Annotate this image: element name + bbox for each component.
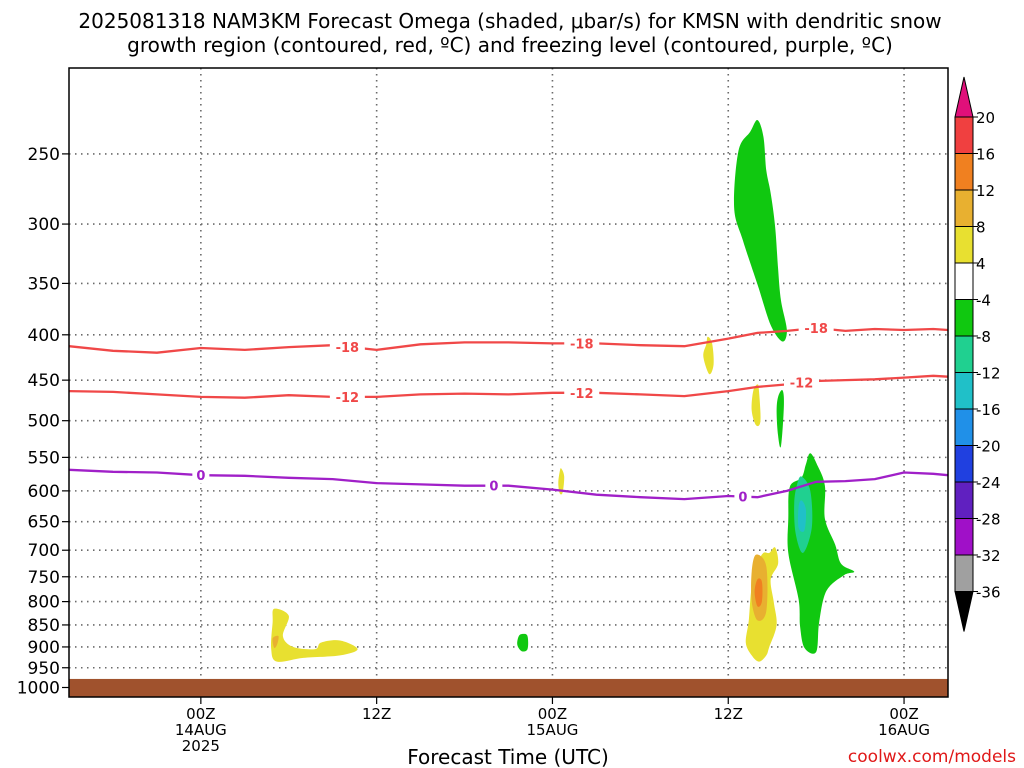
contour-label: 0: [489, 480, 498, 495]
colorbar-label: -32: [976, 547, 1001, 565]
x-tick-label: 00Z: [538, 705, 567, 723]
plot-frame: [68, 67, 949, 698]
colorbar-segment: [954, 153, 974, 191]
colorbar-segment: [954, 335, 974, 373]
contour-label-bg: [329, 388, 365, 405]
y-tick-label: 350: [28, 274, 60, 294]
omega-region: [733, 120, 787, 342]
omega-region: [776, 390, 784, 448]
omega-region: [272, 635, 279, 649]
x-axis-label: Forecast Time (UTC): [407, 745, 609, 768]
omega-region: [798, 500, 807, 532]
contour-label: -12: [336, 391, 360, 406]
contour-label: -18: [804, 322, 828, 337]
colorbar-segment: [954, 445, 974, 483]
colorbar-label: 16: [976, 146, 995, 164]
colorbar-segment: [954, 116, 974, 154]
contour-label-bg: [734, 488, 752, 505]
contour-label: -12: [570, 387, 594, 402]
contour-label-bg: [564, 335, 600, 352]
contour-label-bg: [798, 320, 834, 337]
y-tick-label: 950: [28, 659, 60, 679]
contour-label-bg: [564, 384, 600, 401]
colorbar-label: -28: [976, 511, 1001, 529]
y-axis: 2503003504004505005506006507007508008509…: [17, 145, 69, 698]
colorbar-label: -20: [976, 438, 1001, 456]
y-tick-label: 700: [28, 541, 60, 561]
colorbar-label: -12: [976, 365, 1001, 383]
y-tick-label: 1000: [17, 678, 60, 698]
contour-line: [68, 468, 949, 501]
colorbar-segment: [954, 372, 974, 410]
x-tick-label: 00Z: [186, 705, 215, 723]
colorbar-bottom-arrow: [954, 591, 974, 632]
plot-area: -18 -18 -18 -12 -12 -12 0 0 0: [68, 67, 949, 698]
colorbar-label: -4: [976, 292, 991, 310]
x-tick-label: 00Z: [889, 705, 918, 723]
colorbar-label: -36: [976, 584, 1001, 602]
chart-title-line1: 2025081318 NAM3KM Forecast Omega (shaded…: [78, 9, 941, 33]
contour-label-bg: [192, 467, 210, 484]
contour-label-bg: [485, 477, 503, 494]
colorbar-label: 4: [976, 255, 986, 273]
ground-band: [69, 678, 948, 697]
y-tick-label: 400: [28, 326, 60, 346]
x-tick-label: 16AUG: [878, 721, 930, 739]
contour-label: 0: [738, 491, 747, 506]
ground-layer: [69, 678, 948, 697]
contour-label-bg: [329, 338, 365, 355]
x-tick-label: 14AUG: [175, 721, 227, 739]
chart-title-line2: growth region (contoured, red, ºC) and f…: [127, 33, 893, 57]
omega-region: [754, 578, 763, 607]
colorbar-segment: [954, 299, 974, 337]
colorbar-segment: [954, 189, 974, 227]
y-tick-label: 250: [28, 145, 60, 165]
y-tick-label: 600: [28, 482, 60, 502]
colorbar: 20 16 12 8 4 -4 -8 -12 -16 -20 -24 -28 -32 -36: [954, 76, 1001, 632]
x-tick-label: 15AUG: [526, 721, 578, 739]
omega-region: [703, 336, 714, 375]
colorbar-segment: [954, 262, 974, 300]
y-tick-label: 500: [28, 412, 60, 432]
y-tick-label: 850: [28, 616, 60, 636]
colorbar-label: -8: [976, 328, 991, 346]
colorbar-segment: [954, 554, 974, 592]
x-tick-label: 2025: [182, 737, 220, 755]
colorbar-segment: [954, 408, 974, 446]
colorbar-label: -16: [976, 401, 1001, 419]
omega-region: [517, 633, 529, 652]
x-tick-label: 12Z: [714, 705, 743, 723]
colorbar-label: -24: [976, 474, 1001, 492]
contour-label: -18: [570, 337, 594, 352]
omega-region: [558, 468, 565, 495]
contour-label-bg: [784, 374, 819, 391]
y-tick-label: 750: [28, 568, 60, 588]
colorbar-label: 20: [976, 109, 995, 127]
contour-label: -18: [336, 341, 360, 356]
y-tick-label: 300: [28, 215, 60, 235]
x-tick-label: 12Z: [362, 705, 391, 723]
omega-region: [751, 384, 761, 427]
colorbar-label: 8: [976, 219, 986, 237]
colorbar-segment: [954, 226, 974, 264]
y-tick-label: 450: [28, 371, 60, 391]
contour-layer: -18 -18 -18 -12 -12 -12 0 0 0: [68, 320, 949, 506]
colorbar-top-arrow: [954, 76, 974, 118]
colorbar-segment: [954, 518, 974, 556]
y-tick-label: 550: [28, 448, 60, 468]
y-tick-label: 900: [28, 638, 60, 658]
contour-label: 0: [196, 469, 205, 484]
credit-text: coolwx.com/models: [848, 747, 1016, 767]
omega-region: [270, 608, 358, 662]
y-tick-label: 800: [28, 593, 60, 613]
colorbar-segment: [954, 481, 974, 519]
colorbar-label: 12: [976, 182, 995, 200]
contour-label: -12: [790, 377, 814, 392]
y-tick-label: 650: [28, 513, 60, 533]
omega-shading-layer: [270, 120, 855, 662]
